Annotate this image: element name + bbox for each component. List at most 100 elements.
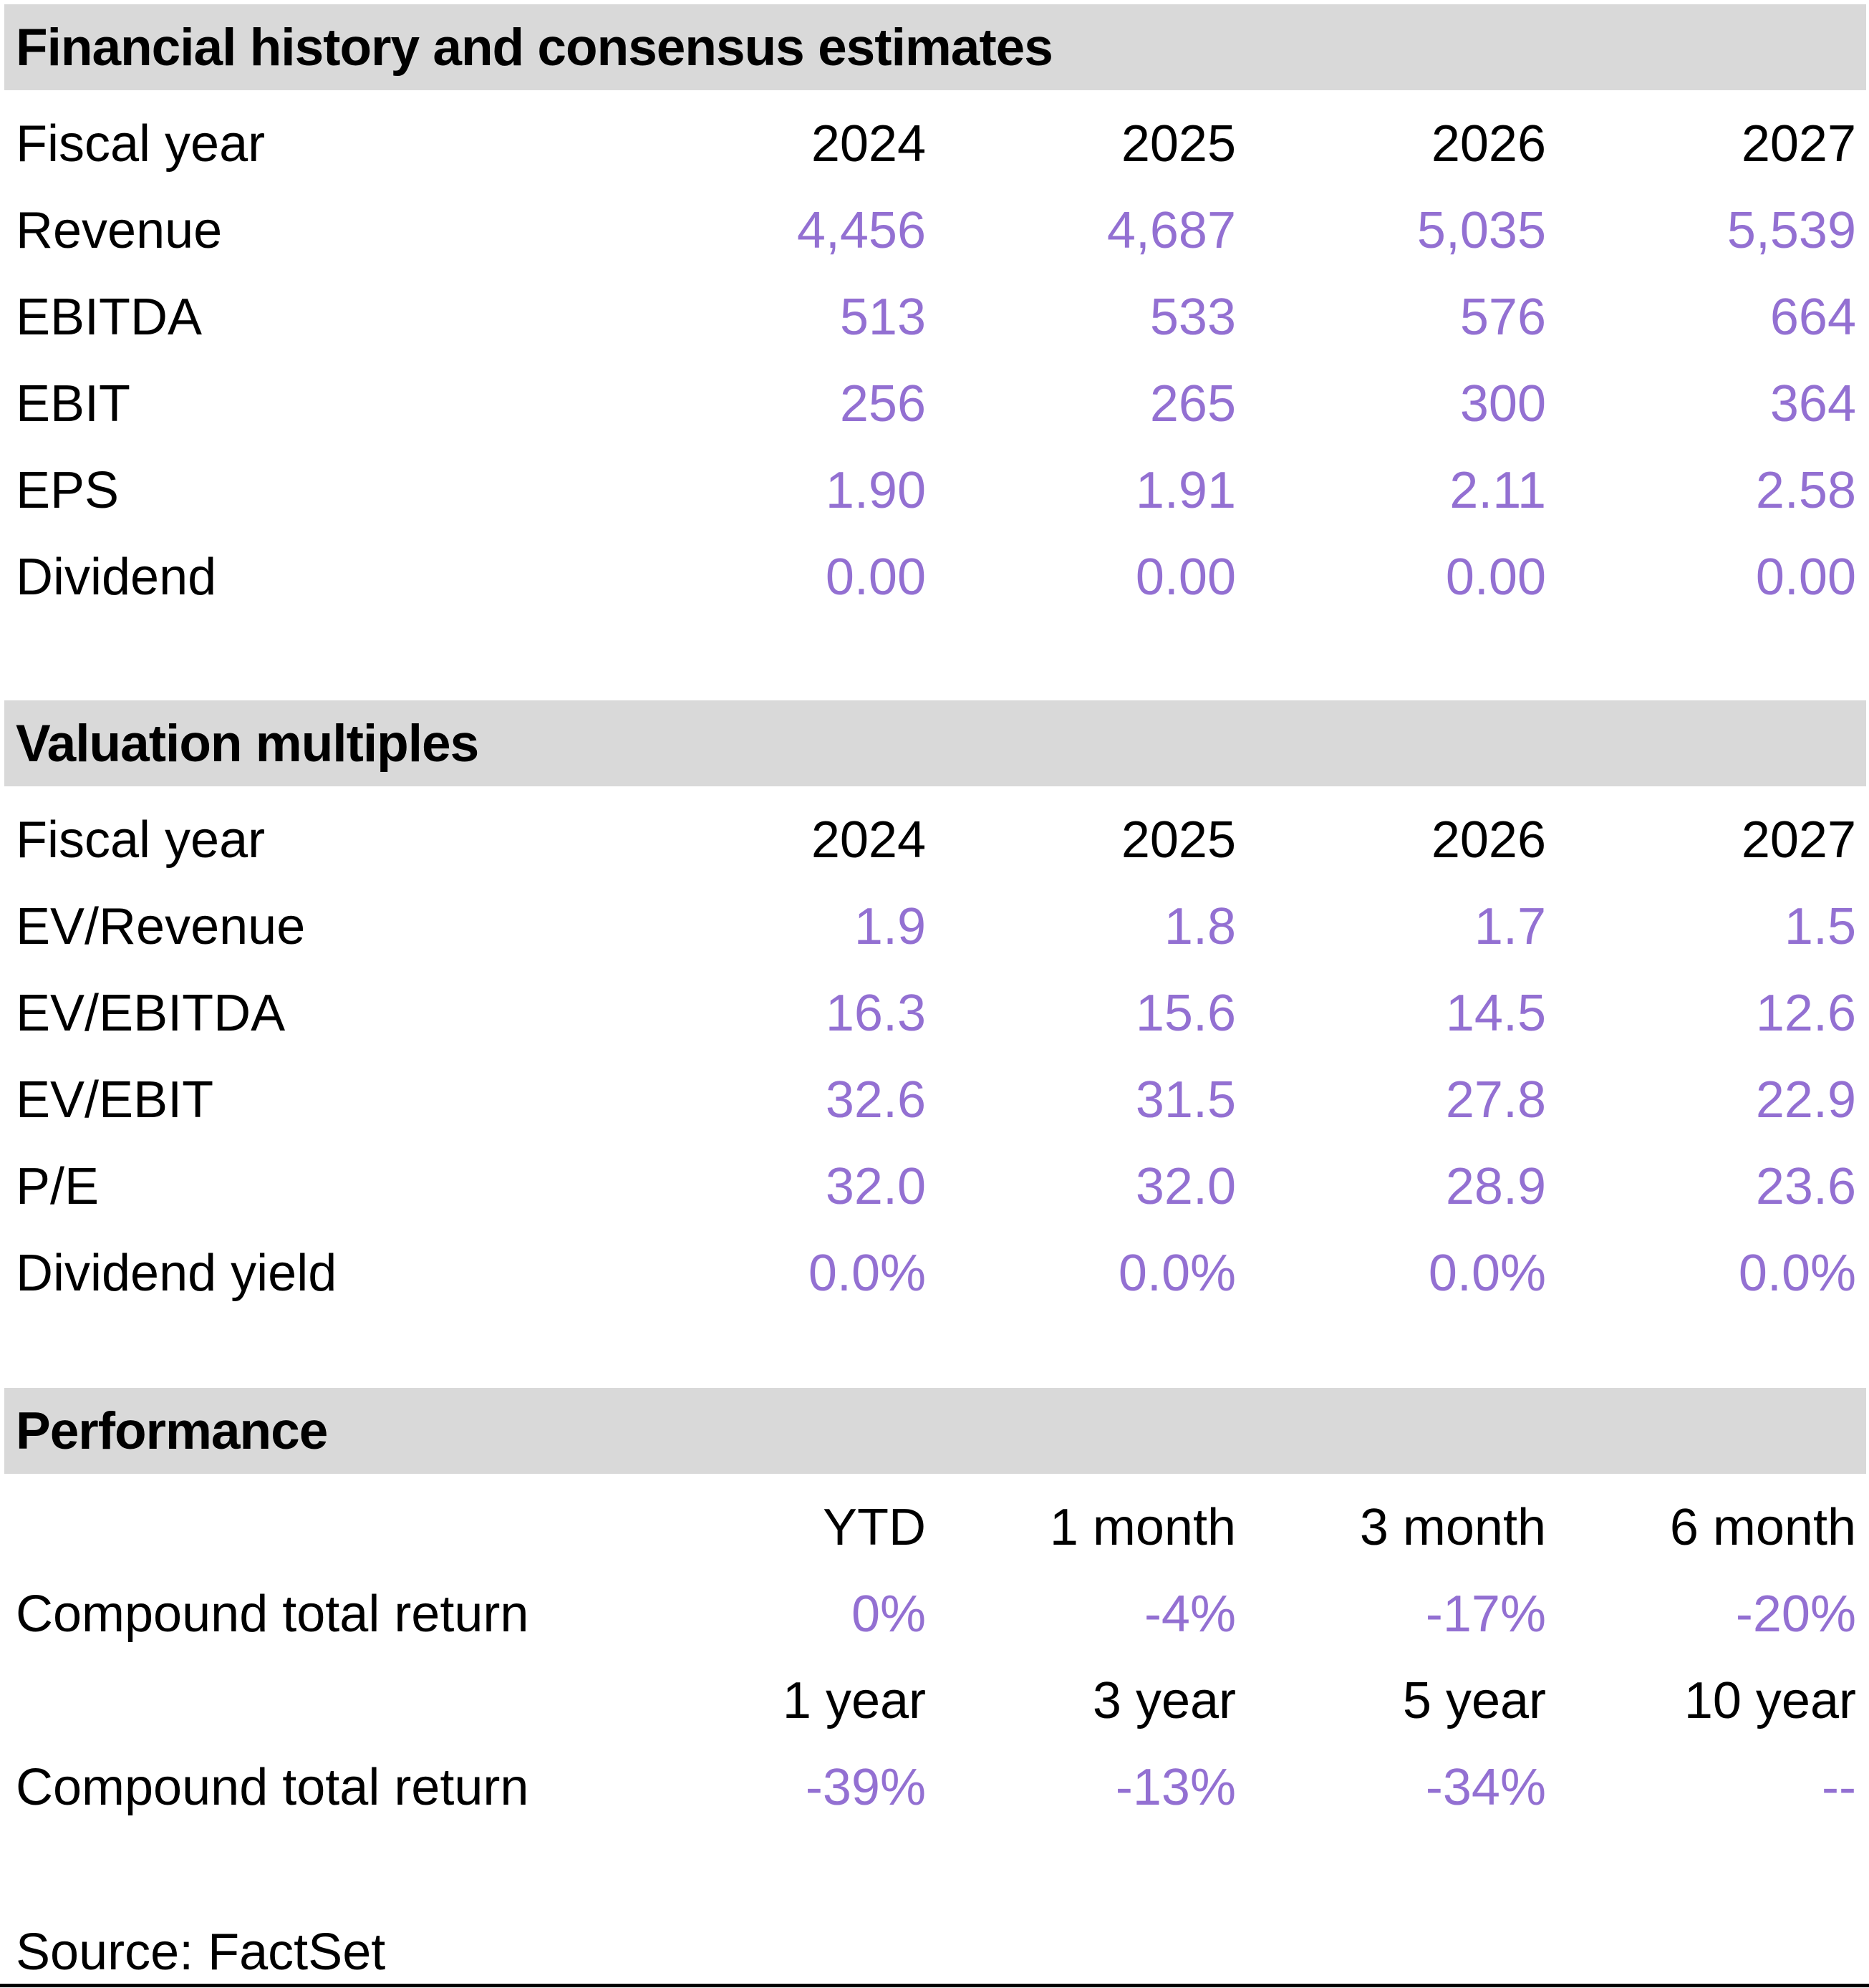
cell-value: 0.0% (1118, 1244, 1236, 1302)
table-row-ev-ebitda: EV/EBITDA 16.3 15.6 14.5 12.6 (0, 970, 1869, 1056)
section-title: Valuation multiples (16, 714, 479, 773)
cell-value: 513 (839, 288, 926, 346)
year-header: 2026 (1431, 115, 1546, 173)
cell-value: 22.9 (1755, 1071, 1856, 1129)
cell-value: 0% (851, 1585, 926, 1643)
period-header: 3 month (1359, 1498, 1546, 1556)
footer: Source: FactSet (0, 1916, 1869, 1988)
row-label: EV/Revenue (16, 897, 306, 955)
cell-value: 1.5 (1784, 897, 1856, 955)
year-header: 2027 (1741, 115, 1856, 173)
cell-value: 0.00 (1135, 548, 1236, 606)
cell-value: 1.7 (1474, 897, 1546, 955)
table-row-compound-return-long-term: Compound total return -39% -13% -34% -- (0, 1744, 1869, 1830)
period-header: 1 year (782, 1671, 926, 1729)
cell-value: 256 (839, 375, 926, 433)
cell-value: 5,539 (1726, 201, 1856, 259)
period-header: 1 month (1049, 1498, 1236, 1556)
section-header-performance: Performance (4, 1388, 1866, 1474)
cell-value: 31.5 (1135, 1071, 1236, 1129)
cell-value: -39% (805, 1758, 926, 1816)
row-label: P/E (16, 1157, 100, 1215)
table-row-ev-ebit: EV/EBIT 32.6 31.5 27.8 22.9 (0, 1056, 1869, 1143)
cell-value: 1.90 (825, 461, 926, 519)
cell-value: -34% (1425, 1758, 1546, 1816)
cell-value: 576 (1459, 288, 1546, 346)
cell-value: 533 (1149, 288, 1236, 346)
cell-value: 364 (1769, 375, 1856, 433)
fiscal-year-header-row: Fiscal year 2024 2025 2026 2027 (0, 100, 1869, 187)
cell-value: 265 (1149, 375, 1236, 433)
cell-value: 664 (1769, 288, 1856, 346)
fiscal-year-header-row: Fiscal year 2024 2025 2026 2027 (0, 796, 1869, 883)
cell-value: -20% (1735, 1585, 1856, 1643)
cell-value: 4,456 (796, 201, 926, 259)
section-header-financial-history: Financial history and consensus estimate… (4, 4, 1866, 90)
cell-value: -4% (1144, 1585, 1236, 1643)
row-label: EV/EBIT (16, 1071, 214, 1129)
section-header-valuation-multiples: Valuation multiples (4, 700, 1866, 786)
bottom-divider (0, 1984, 1869, 1987)
cell-value: 0.0% (808, 1244, 926, 1302)
cell-value: 32.6 (825, 1071, 926, 1129)
year-header: 2027 (1741, 811, 1856, 869)
cell-value: 28.9 (1445, 1157, 1546, 1215)
row-label: Dividend (16, 548, 217, 606)
section-title: Performance (16, 1401, 328, 1460)
cell-value: 27.8 (1445, 1071, 1546, 1129)
year-header: 2025 (1121, 115, 1236, 173)
cell-value: 23.6 (1755, 1157, 1856, 1215)
source-note: Source: FactSet (16, 1924, 386, 1981)
cell-value: 1.9 (854, 897, 926, 955)
row-label: Compound total return (16, 1585, 529, 1643)
cell-value: 0.0% (1738, 1244, 1856, 1302)
table-row-compound-return-short-term: Compound total return 0% -4% -17% -20% (0, 1570, 1869, 1657)
cell-value: 0.00 (825, 548, 926, 606)
table-row-ebitda: EBITDA 513 533 576 664 (0, 274, 1869, 360)
row-label: Dividend yield (16, 1244, 337, 1302)
valuation-multiples-table: Fiscal year 2024 2025 2026 2027 EV/Reven… (0, 796, 1869, 1316)
fiscal-year-label: Fiscal year (16, 811, 266, 869)
table-row-eps: EPS 1.90 1.91 2.11 2.58 (0, 447, 1869, 534)
table-row-dividend-yield: Dividend yield 0.0% 0.0% 0.0% 0.0% (0, 1230, 1869, 1316)
table-row-dividend: Dividend 0.00 0.00 0.00 0.00 (0, 534, 1869, 620)
cell-value: 4,687 (1106, 201, 1236, 259)
table-row-pe: P/E 32.0 32.0 28.9 23.6 (0, 1143, 1869, 1230)
cell-value: -17% (1425, 1585, 1546, 1643)
row-label: Revenue (16, 201, 223, 259)
period-header-row-long-term: 1 year 3 year 5 year 10 year (0, 1657, 1869, 1744)
cell-value: 12.6 (1755, 984, 1856, 1042)
row-label: EBIT (16, 375, 131, 433)
table-row-ebit: EBIT 256 265 300 364 (0, 360, 1869, 447)
year-header: 2025 (1121, 811, 1236, 869)
cell-value: 32.0 (825, 1157, 926, 1215)
section-title: Financial history and consensus estimate… (16, 18, 1053, 77)
cell-value: 1.91 (1135, 461, 1236, 519)
cell-value: 0.00 (1445, 548, 1546, 606)
cell-value: 14.5 (1445, 984, 1546, 1042)
cell-value: 300 (1459, 375, 1546, 433)
table-row-revenue: Revenue 4,456 4,687 5,035 5,539 (0, 187, 1869, 274)
cell-value: -13% (1115, 1758, 1236, 1816)
period-header: 6 month (1669, 1498, 1856, 1556)
period-header-row-short-term: YTD 1 month 3 month 6 month (0, 1484, 1869, 1570)
cell-value: 2.58 (1755, 461, 1856, 519)
cell-value: 2.11 (1449, 461, 1546, 519)
row-label: EV/EBITDA (16, 984, 286, 1042)
period-header: 5 year (1402, 1671, 1546, 1729)
cell-value: 15.6 (1135, 984, 1236, 1042)
cell-value: 0.0% (1428, 1244, 1546, 1302)
cell-value: -- (1822, 1758, 1856, 1816)
table-row-ev-revenue: EV/Revenue 1.9 1.8 1.7 1.5 (0, 883, 1869, 970)
row-label: EBITDA (16, 288, 203, 346)
row-label: Compound total return (16, 1758, 529, 1816)
year-header: 2026 (1431, 811, 1546, 869)
period-header: 10 year (1684, 1671, 1856, 1729)
fiscal-year-label: Fiscal year (16, 115, 266, 173)
performance-table: YTD 1 month 3 month 6 month Compound tot… (0, 1484, 1869, 1830)
cell-value: 16.3 (825, 984, 926, 1042)
financial-history-table: Fiscal year 2024 2025 2026 2027 Revenue … (0, 100, 1869, 620)
cell-value: 32.0 (1135, 1157, 1236, 1215)
year-header: 2024 (811, 811, 926, 869)
